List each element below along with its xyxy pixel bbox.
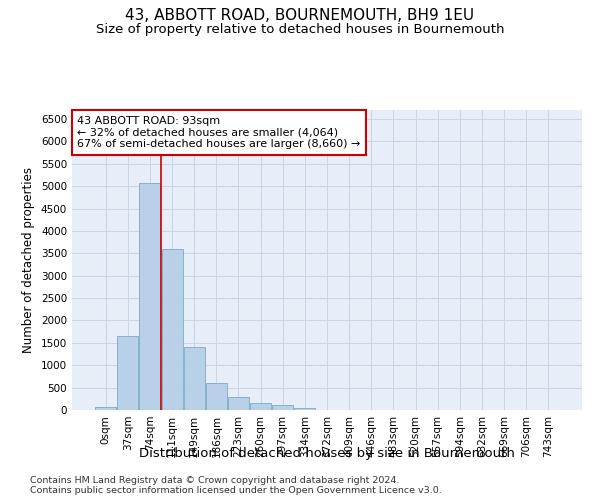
Bar bbox=[161, 249, 182, 410]
Bar bbox=[228, 396, 249, 410]
Text: Contains public sector information licensed under the Open Government Licence v3: Contains public sector information licen… bbox=[30, 486, 442, 495]
Bar bbox=[95, 406, 116, 410]
Bar bbox=[295, 408, 316, 410]
Text: 43, ABBOTT ROAD, BOURNEMOUTH, BH9 1EU: 43, ABBOTT ROAD, BOURNEMOUTH, BH9 1EU bbox=[125, 8, 475, 22]
Bar bbox=[139, 182, 160, 410]
Bar bbox=[184, 348, 205, 410]
Text: 43 ABBOTT ROAD: 93sqm
← 32% of detached houses are smaller (4,064)
67% of semi-d: 43 ABBOTT ROAD: 93sqm ← 32% of detached … bbox=[77, 116, 361, 149]
Text: Distribution of detached houses by size in Bournemouth: Distribution of detached houses by size … bbox=[139, 448, 515, 460]
Text: Size of property relative to detached houses in Bournemouth: Size of property relative to detached ho… bbox=[96, 22, 504, 36]
Bar bbox=[250, 403, 271, 410]
Bar bbox=[118, 336, 139, 410]
Bar bbox=[272, 405, 293, 410]
Y-axis label: Number of detached properties: Number of detached properties bbox=[22, 167, 35, 353]
Text: Contains HM Land Registry data © Crown copyright and database right 2024.: Contains HM Land Registry data © Crown c… bbox=[30, 476, 400, 485]
Bar bbox=[206, 382, 227, 410]
